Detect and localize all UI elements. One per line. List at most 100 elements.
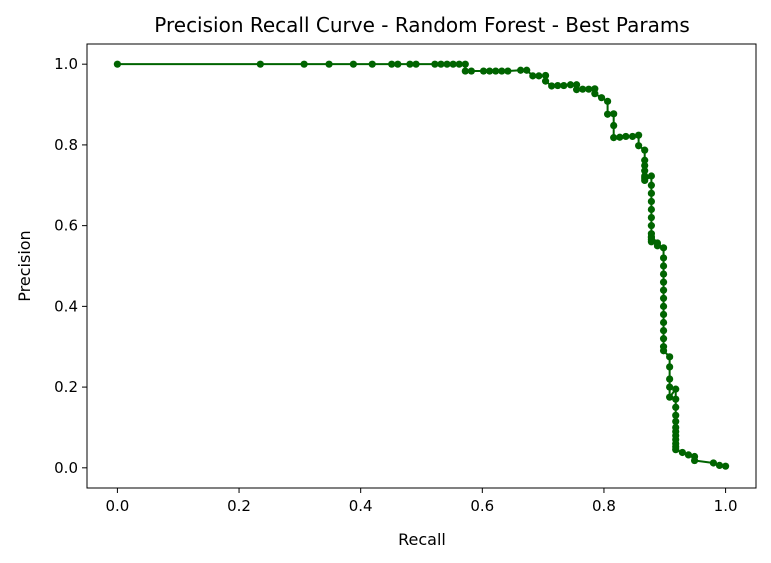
data-point xyxy=(517,66,525,74)
data-point xyxy=(659,347,668,355)
y-axis-label: Precision xyxy=(15,230,34,301)
data-point xyxy=(709,459,718,467)
data-point xyxy=(678,448,687,457)
data-point xyxy=(541,77,550,85)
data-point xyxy=(721,462,730,470)
data-point xyxy=(325,60,333,68)
data-point xyxy=(641,167,649,175)
data-point xyxy=(628,132,637,141)
data-point xyxy=(672,403,680,411)
data-point xyxy=(647,238,655,246)
data-point xyxy=(554,81,562,90)
data-point xyxy=(535,72,543,80)
data-point xyxy=(641,146,649,154)
data-point xyxy=(641,161,649,170)
data-point xyxy=(579,85,587,93)
y-tick-label: 1.0 xyxy=(54,55,78,73)
data-point xyxy=(467,67,475,75)
data-point xyxy=(388,60,396,68)
data-point xyxy=(300,60,308,68)
data-point xyxy=(666,383,674,391)
data-point xyxy=(659,326,668,335)
data-point xyxy=(437,60,445,68)
data-point xyxy=(486,67,494,75)
data-point xyxy=(461,60,469,68)
data-point xyxy=(666,353,674,361)
data-point xyxy=(412,60,420,68)
data-point xyxy=(498,67,506,75)
data-point xyxy=(684,451,693,459)
data-point xyxy=(672,411,680,419)
data-point xyxy=(647,222,655,230)
data-point xyxy=(566,81,575,89)
data-point xyxy=(666,393,674,401)
y-tick-label: 0.0 xyxy=(54,459,78,477)
data-point xyxy=(479,67,488,75)
plot-area xyxy=(113,60,730,470)
data-point xyxy=(449,60,457,68)
data-point xyxy=(610,110,618,118)
data-point xyxy=(455,60,463,68)
x-tick-label: 0.0 xyxy=(105,497,129,515)
x-tick-label: 0.8 xyxy=(592,497,616,515)
plot-frame xyxy=(86,43,757,489)
data-point xyxy=(659,294,668,302)
data-point xyxy=(492,67,500,75)
data-point xyxy=(541,71,550,80)
data-point xyxy=(616,133,624,141)
data-point xyxy=(622,132,630,141)
x-tick-label: 0.2 xyxy=(227,497,251,515)
data-point xyxy=(113,60,122,68)
data-point xyxy=(523,66,531,74)
y-tick-label: 0.2 xyxy=(54,378,78,396)
data-point xyxy=(647,197,655,206)
x-axis-label: Recall xyxy=(398,530,446,549)
data-point xyxy=(604,110,612,118)
data-point xyxy=(647,213,655,222)
data-point xyxy=(659,302,668,310)
data-point xyxy=(604,97,612,105)
data-point xyxy=(349,60,357,68)
data-point xyxy=(647,189,655,197)
data-point xyxy=(647,172,655,180)
data-point xyxy=(529,72,537,80)
data-point xyxy=(666,375,674,383)
y-tick-label: 0.8 xyxy=(54,136,78,154)
data-point xyxy=(672,395,680,403)
data-point xyxy=(647,181,655,189)
data-point xyxy=(659,318,668,327)
data-point xyxy=(406,60,414,68)
data-point xyxy=(597,94,606,102)
axis-ticks: 0.0 0.2 0.4 0.6 0.8 1.0 0.0 0.2 0.4 0.6 0.8 1.0 xyxy=(54,55,737,515)
data-point xyxy=(368,60,376,68)
data-point xyxy=(572,86,581,94)
data-point xyxy=(653,242,662,250)
data-point xyxy=(560,81,568,90)
data-point xyxy=(672,417,680,425)
data-point xyxy=(647,205,655,214)
data-point xyxy=(659,270,668,278)
data-point xyxy=(659,286,668,294)
data-point xyxy=(431,60,439,68)
data-point xyxy=(659,310,668,319)
x-tick-label: 0.6 xyxy=(470,497,494,515)
data-point xyxy=(666,363,674,371)
data-point xyxy=(635,131,643,139)
data-point xyxy=(690,456,699,465)
data-point xyxy=(548,82,556,90)
data-point xyxy=(641,156,649,164)
x-tick-label: 0.4 xyxy=(349,497,373,515)
data-point xyxy=(256,60,264,68)
data-point xyxy=(394,60,402,68)
x-tick-label: 1.0 xyxy=(714,497,738,515)
data-point xyxy=(672,446,680,454)
data-point xyxy=(635,142,643,150)
y-tick-label: 0.6 xyxy=(54,217,78,235)
data-point xyxy=(715,461,724,469)
data-point xyxy=(659,254,668,262)
data-point xyxy=(461,67,469,75)
data-point xyxy=(659,262,668,270)
data-point xyxy=(610,134,618,142)
